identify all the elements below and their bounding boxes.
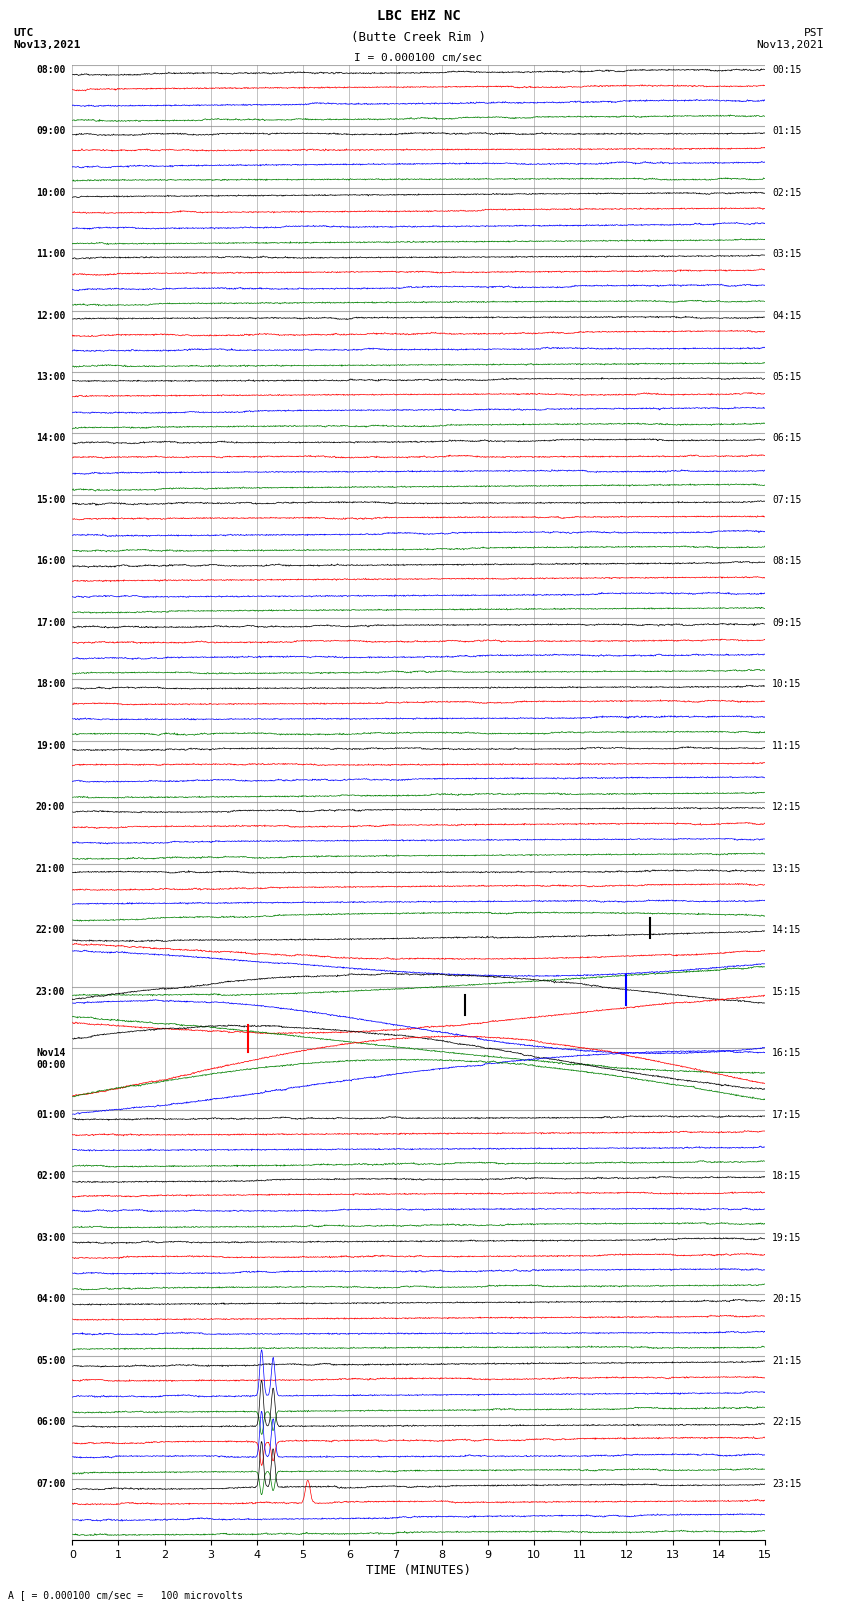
Text: 14:00: 14:00	[36, 434, 65, 444]
Text: 06:00: 06:00	[36, 1418, 65, 1428]
Text: 18:00: 18:00	[36, 679, 65, 689]
Text: 13:00: 13:00	[36, 373, 65, 382]
Text: 21:00: 21:00	[36, 865, 65, 874]
Text: 23:00: 23:00	[36, 987, 65, 997]
Text: 10:15: 10:15	[772, 679, 802, 689]
Text: 19:15: 19:15	[772, 1232, 802, 1244]
Text: 02:00: 02:00	[36, 1171, 65, 1181]
Text: 12:15: 12:15	[772, 803, 802, 813]
Text: 05:00: 05:00	[36, 1357, 65, 1366]
Text: 00:15: 00:15	[772, 65, 802, 74]
Text: 14:15: 14:15	[772, 926, 802, 936]
Text: Nov14
00:00: Nov14 00:00	[36, 1048, 65, 1069]
Text: 11:00: 11:00	[36, 248, 65, 260]
Text: 01:15: 01:15	[772, 126, 802, 135]
Text: 13:15: 13:15	[772, 865, 802, 874]
Text: A [ = 0.000100 cm/sec =   100 microvolts: A [ = 0.000100 cm/sec = 100 microvolts	[8, 1590, 243, 1600]
Text: 19:00: 19:00	[36, 740, 65, 752]
Text: 17:00: 17:00	[36, 618, 65, 627]
Text: 03:15: 03:15	[772, 248, 802, 260]
X-axis label: TIME (MINUTES): TIME (MINUTES)	[366, 1565, 471, 1578]
Text: 22:00: 22:00	[36, 926, 65, 936]
Text: 17:15: 17:15	[772, 1110, 802, 1119]
Text: 04:00: 04:00	[36, 1294, 65, 1305]
Text: UTC
Nov13,2021: UTC Nov13,2021	[14, 27, 81, 50]
Text: 10:00: 10:00	[36, 187, 65, 197]
Text: 09:15: 09:15	[772, 618, 802, 627]
Text: 06:15: 06:15	[772, 434, 802, 444]
Text: 15:15: 15:15	[772, 987, 802, 997]
Text: 09:00: 09:00	[36, 126, 65, 135]
Text: 16:00: 16:00	[36, 556, 65, 566]
Text: LBC EHZ NC: LBC EHZ NC	[377, 10, 461, 23]
Text: 22:15: 22:15	[772, 1418, 802, 1428]
Text: 07:15: 07:15	[772, 495, 802, 505]
Text: 04:15: 04:15	[772, 310, 802, 321]
Text: 05:15: 05:15	[772, 373, 802, 382]
Text: 16:15: 16:15	[772, 1048, 802, 1058]
Text: 03:00: 03:00	[36, 1232, 65, 1244]
Text: 21:15: 21:15	[772, 1357, 802, 1366]
Text: 01:00: 01:00	[36, 1110, 65, 1119]
Text: 18:15: 18:15	[772, 1171, 802, 1181]
Text: 07:00: 07:00	[36, 1479, 65, 1489]
Text: PST
Nov13,2021: PST Nov13,2021	[756, 27, 824, 50]
Text: 12:00: 12:00	[36, 310, 65, 321]
Text: 08:15: 08:15	[772, 556, 802, 566]
Text: 15:00: 15:00	[36, 495, 65, 505]
Text: (Butte Creek Rim ): (Butte Creek Rim )	[351, 31, 486, 44]
Text: 20:00: 20:00	[36, 803, 65, 813]
Text: 23:15: 23:15	[772, 1479, 802, 1489]
Text: 02:15: 02:15	[772, 187, 802, 197]
Text: I = 0.000100 cm/sec: I = 0.000100 cm/sec	[354, 53, 483, 63]
Text: 20:15: 20:15	[772, 1294, 802, 1305]
Text: 11:15: 11:15	[772, 740, 802, 752]
Text: 08:00: 08:00	[36, 65, 65, 74]
